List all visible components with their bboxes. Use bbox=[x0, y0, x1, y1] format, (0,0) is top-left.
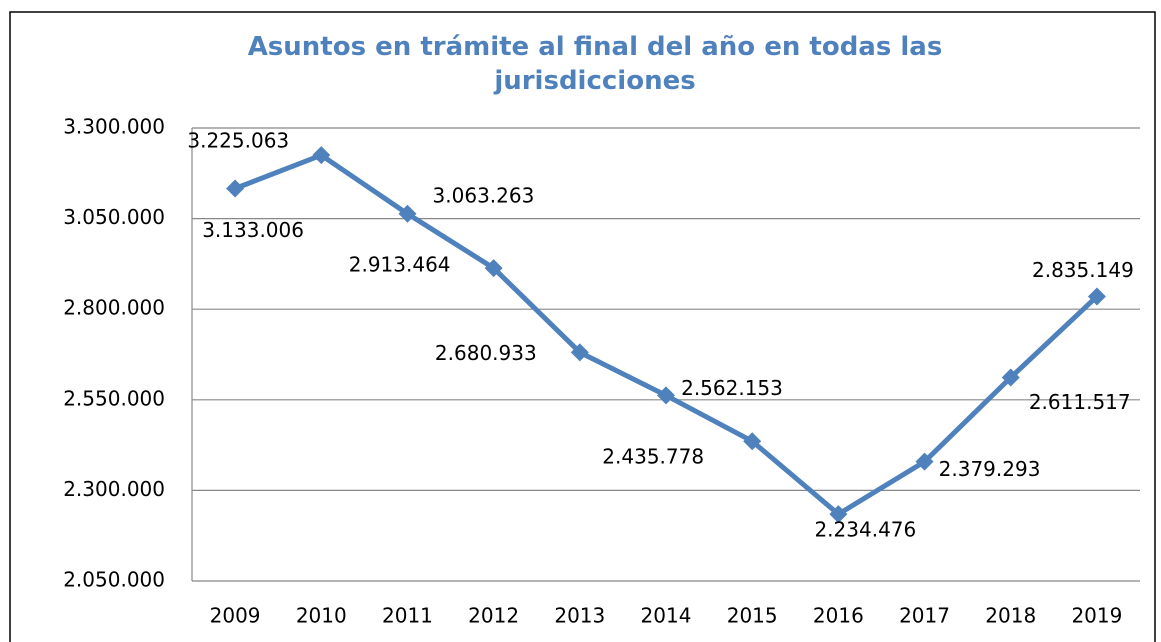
data-marker bbox=[1087, 287, 1106, 306]
data-marker bbox=[226, 179, 245, 198]
y-tick-label: 2.550.000 bbox=[63, 386, 165, 410]
x-tick-label: 2019 bbox=[1071, 604, 1122, 628]
data-marker bbox=[657, 386, 675, 405]
x-tick-label: 2016 bbox=[813, 604, 864, 628]
chart-title: Asuntos en trámite al final del año en t… bbox=[247, 32, 943, 96]
y-tick-label: 3.050.000 bbox=[63, 205, 165, 229]
y-tick-label: 3.300.000 bbox=[63, 115, 165, 139]
x-tick-label: 2010 bbox=[296, 604, 347, 628]
data-label: 2.379.293 bbox=[939, 457, 1041, 481]
data-label: 2.234.476 bbox=[814, 518, 916, 542]
data-label: 2.835.149 bbox=[1032, 258, 1134, 282]
data-marker bbox=[570, 343, 589, 362]
x-tick-label: 2017 bbox=[899, 604, 950, 628]
x-tick-label: 2015 bbox=[727, 604, 778, 628]
data-marker bbox=[829, 505, 848, 524]
x-tick-label: 2011 bbox=[382, 604, 433, 628]
data-label: 2.435.778 bbox=[602, 445, 704, 469]
data-label: 3.063.263 bbox=[433, 183, 535, 207]
data-label: 2.913.464 bbox=[349, 253, 451, 277]
y-tick-label: 2.800.000 bbox=[63, 296, 165, 320]
x-tick-label: 2009 bbox=[210, 604, 261, 628]
data-marker bbox=[398, 204, 417, 223]
data-marker bbox=[1001, 368, 1020, 387]
data-label: 2.680.933 bbox=[435, 341, 537, 365]
data-label: 3.133.006 bbox=[202, 218, 304, 242]
y-tick-label: 2.300.000 bbox=[63, 477, 165, 501]
x-tick-label: 2012 bbox=[468, 604, 519, 628]
x-tick-label: 2013 bbox=[554, 604, 605, 628]
data-label: 2.611.517 bbox=[1029, 390, 1131, 414]
data-label: 3.225.063 bbox=[187, 129, 289, 153]
data-marker bbox=[743, 432, 762, 451]
data-marker bbox=[915, 452, 934, 471]
x-tick-label: 2014 bbox=[641, 604, 692, 628]
data-marker bbox=[312, 146, 331, 165]
data-label: 2.562.153 bbox=[681, 376, 783, 400]
y-tick-label: 2.050.000 bbox=[63, 568, 165, 592]
x-tick-label: 2018 bbox=[985, 604, 1036, 628]
data-marker bbox=[484, 259, 503, 278]
chart-border bbox=[9, 11, 1156, 642]
